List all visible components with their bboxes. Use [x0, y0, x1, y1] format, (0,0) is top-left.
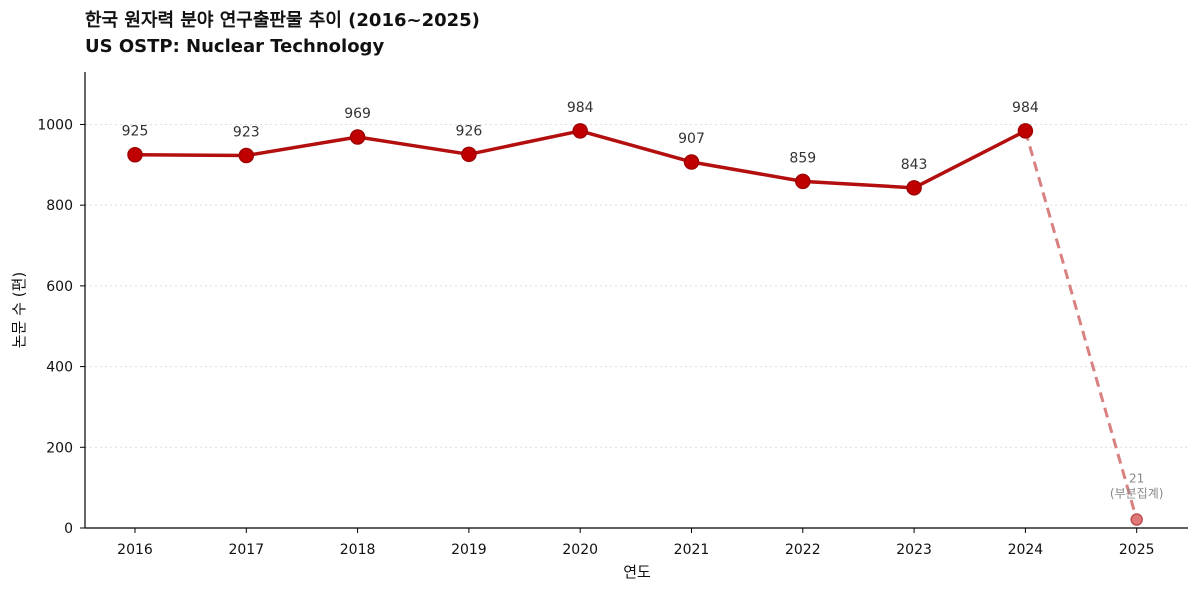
x-tick-label: 2024 [1008, 542, 1044, 558]
data-label: 907 [678, 131, 705, 147]
partial-data-point [1130, 513, 1143, 526]
x-tick-label: 2019 [451, 542, 487, 558]
data-point [906, 180, 922, 196]
data-label: 969 [344, 106, 371, 122]
partial-note: (부분집계) [1110, 487, 1164, 501]
data-label: 925 [122, 124, 149, 140]
x-axis-label: 연도 [623, 563, 651, 581]
data-label: 984 [567, 100, 594, 116]
y-tick-label: 1000 [37, 117, 73, 133]
data-label: 923 [233, 125, 260, 141]
y-axis-label: 논문 수 (편) [10, 272, 28, 348]
y-tick-label: 200 [46, 440, 73, 456]
x-tick-label: 2018 [340, 542, 376, 558]
data-point [1017, 123, 1034, 139]
partial-line [1023, 130, 1139, 520]
chart-subtitle: US OSTP: Nuclear Technology [85, 36, 385, 57]
x-tick-label: 2020 [562, 542, 598, 558]
data-point [349, 129, 366, 145]
x-tick-label: 2022 [785, 542, 821, 558]
data-point [127, 146, 143, 163]
data-label: 926 [456, 123, 483, 139]
y-tick-label: 600 [46, 279, 73, 295]
x-tick-label: 2016 [117, 542, 153, 558]
y-tick-label: 800 [46, 198, 73, 214]
data-point [683, 154, 700, 170]
x-tick-label: 2017 [228, 542, 264, 558]
x-tick-label: 2025 [1119, 542, 1155, 558]
data-label: 984 [1012, 100, 1039, 116]
y-tick-label: 400 [46, 360, 73, 376]
x-tick-label: 2023 [896, 542, 932, 558]
chart-title-block: 한국 원자력 분야 연구출판물 추이 (2016~2025) US OSTP: … [85, 8, 480, 60]
data-label: 843 [901, 157, 928, 173]
data-point [572, 123, 588, 139]
series-line [134, 129, 1027, 190]
data-point [238, 147, 255, 164]
chart-title: 한국 원자력 분야 연구출판물 추이 (2016~2025) [85, 10, 480, 31]
data-point [461, 146, 477, 163]
x-tick-label: 2021 [674, 542, 710, 558]
data-label: 21 [1129, 472, 1144, 486]
data-point [795, 173, 811, 190]
data-label: 859 [789, 150, 816, 166]
y-tick-label: 0 [64, 521, 73, 537]
